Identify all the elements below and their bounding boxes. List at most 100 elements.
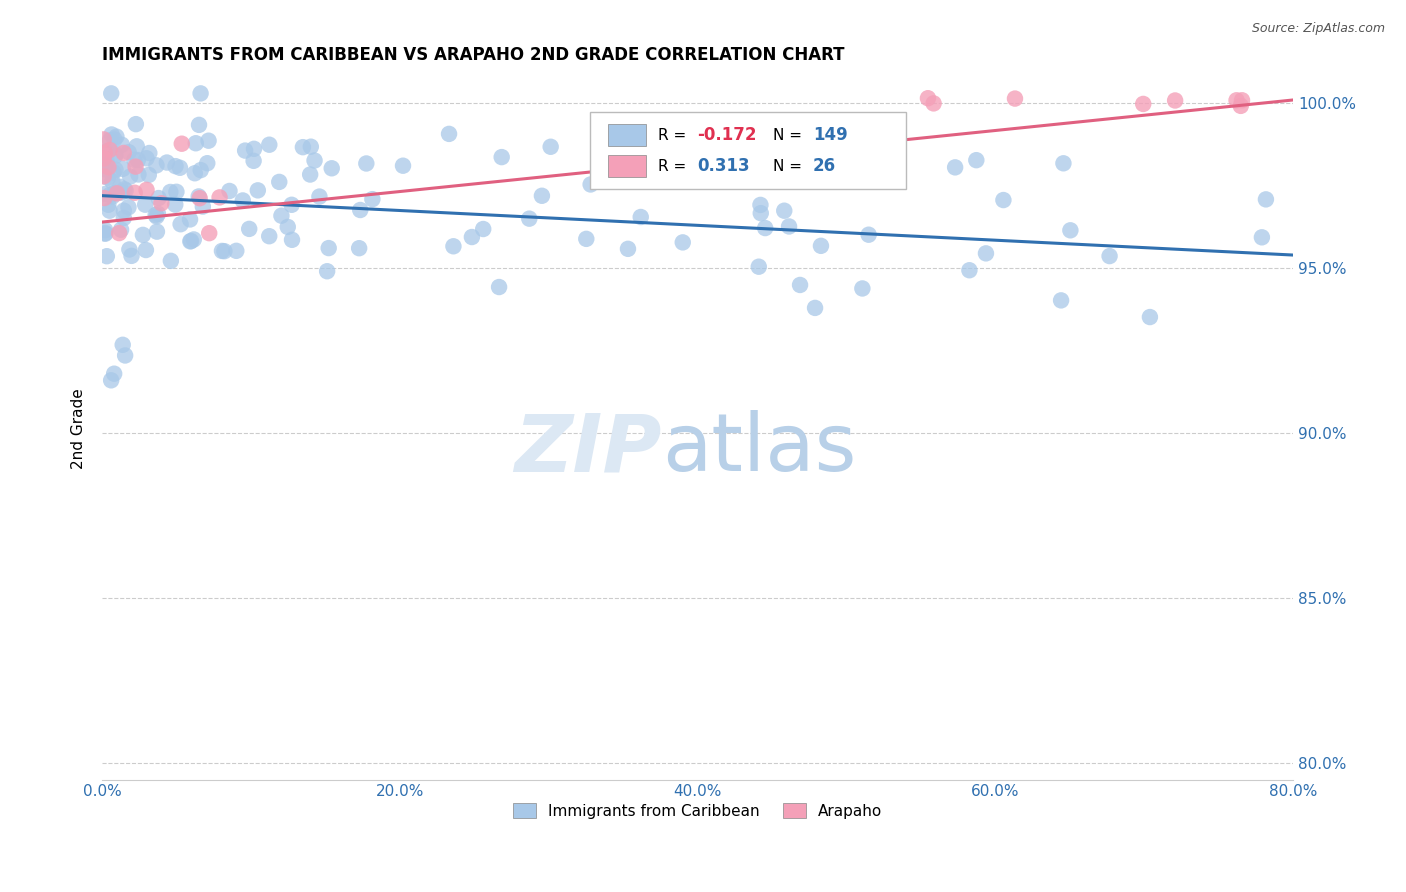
Text: IMMIGRANTS FROM CARIBBEAN VS ARAPAHO 2ND GRADE CORRELATION CHART: IMMIGRANTS FROM CARIBBEAN VS ARAPAHO 2ND… (103, 46, 845, 64)
Point (93, 169, 115, 184)
Point (112, 203, 135, 218)
FancyBboxPatch shape (609, 155, 647, 178)
Point (165, 159, 187, 173)
Point (778, 219, 800, 234)
Point (104, 162, 127, 177)
Point (124, 186, 146, 200)
Point (169, 217, 191, 231)
Point (349, 202, 371, 217)
Point (103, 186, 125, 200)
Point (134, 197, 156, 211)
Point (165, 197, 187, 211)
Point (112, 145, 135, 160)
Point (810, 239, 832, 253)
Point (277, 219, 299, 234)
Point (97, 161, 120, 175)
Point (135, 151, 157, 165)
Point (188, 191, 211, 205)
Point (145, 208, 167, 222)
Point (96, 155, 118, 169)
Point (754, 221, 776, 235)
Point (160, 253, 183, 268)
Point (96, 144, 118, 158)
Point (100, 128, 122, 142)
Point (145, 210, 167, 224)
Point (211, 244, 233, 258)
Point (145, 158, 167, 172)
Point (114, 182, 136, 196)
Text: atlas: atlas (662, 410, 856, 488)
Point (243, 142, 266, 156)
Point (472, 222, 495, 236)
Point (103, 132, 125, 146)
Point (94, 186, 117, 201)
Point (257, 229, 280, 244)
Point (96, 249, 118, 263)
Point (1059, 223, 1081, 237)
Point (179, 235, 201, 249)
Point (146, 207, 169, 221)
Point (93, 191, 115, 205)
Point (165, 185, 187, 199)
Point (114, 184, 136, 198)
Point (190, 163, 212, 178)
Point (190, 87, 212, 101)
Point (125, 117, 148, 131)
Point (117, 200, 139, 214)
Point (851, 281, 873, 295)
Point (94, 156, 117, 170)
Point (159, 185, 181, 199)
Point (191, 200, 214, 214)
Point (321, 161, 343, 176)
Point (103, 165, 125, 179)
Point (135, 243, 157, 257)
Point (242, 153, 264, 168)
FancyBboxPatch shape (591, 112, 905, 189)
Text: R =: R = (658, 159, 692, 174)
Point (299, 139, 322, 153)
Point (94, 227, 117, 241)
Point (218, 184, 240, 198)
Point (488, 280, 510, 294)
Point (461, 230, 484, 244)
Point (225, 244, 247, 258)
Point (100, 373, 122, 387)
Point (804, 301, 827, 315)
Point (540, 140, 562, 154)
Point (259, 137, 281, 152)
Y-axis label: 2nd Grade: 2nd Grade (72, 388, 86, 468)
Point (1251, 230, 1274, 244)
Point (437, 127, 460, 141)
Point (232, 194, 254, 208)
Point (93, 132, 115, 146)
Point (111, 338, 134, 352)
Point (98, 188, 121, 202)
Point (150, 196, 173, 211)
Point (246, 183, 269, 197)
Point (1229, 99, 1251, 113)
Point (917, 91, 939, 105)
Point (187, 189, 209, 203)
Point (280, 198, 302, 212)
Point (180, 234, 202, 248)
Point (93, 152, 115, 166)
Point (118, 243, 141, 257)
Legend: Immigrants from Caribbean, Arapaho: Immigrants from Caribbean, Arapaho (508, 797, 889, 825)
Point (299, 168, 322, 182)
Point (111, 161, 134, 176)
Point (104, 147, 127, 161)
Text: ZIP: ZIP (515, 410, 662, 488)
Point (121, 249, 143, 263)
Point (127, 168, 149, 182)
Point (105, 186, 128, 201)
Point (108, 179, 131, 194)
Point (943, 161, 966, 175)
Point (101, 175, 124, 189)
Point (184, 136, 207, 151)
Text: N =: N = (773, 128, 807, 143)
Point (195, 156, 218, 170)
Point (105, 129, 128, 144)
Point (957, 263, 980, 277)
Point (270, 209, 292, 223)
Point (1254, 193, 1277, 207)
